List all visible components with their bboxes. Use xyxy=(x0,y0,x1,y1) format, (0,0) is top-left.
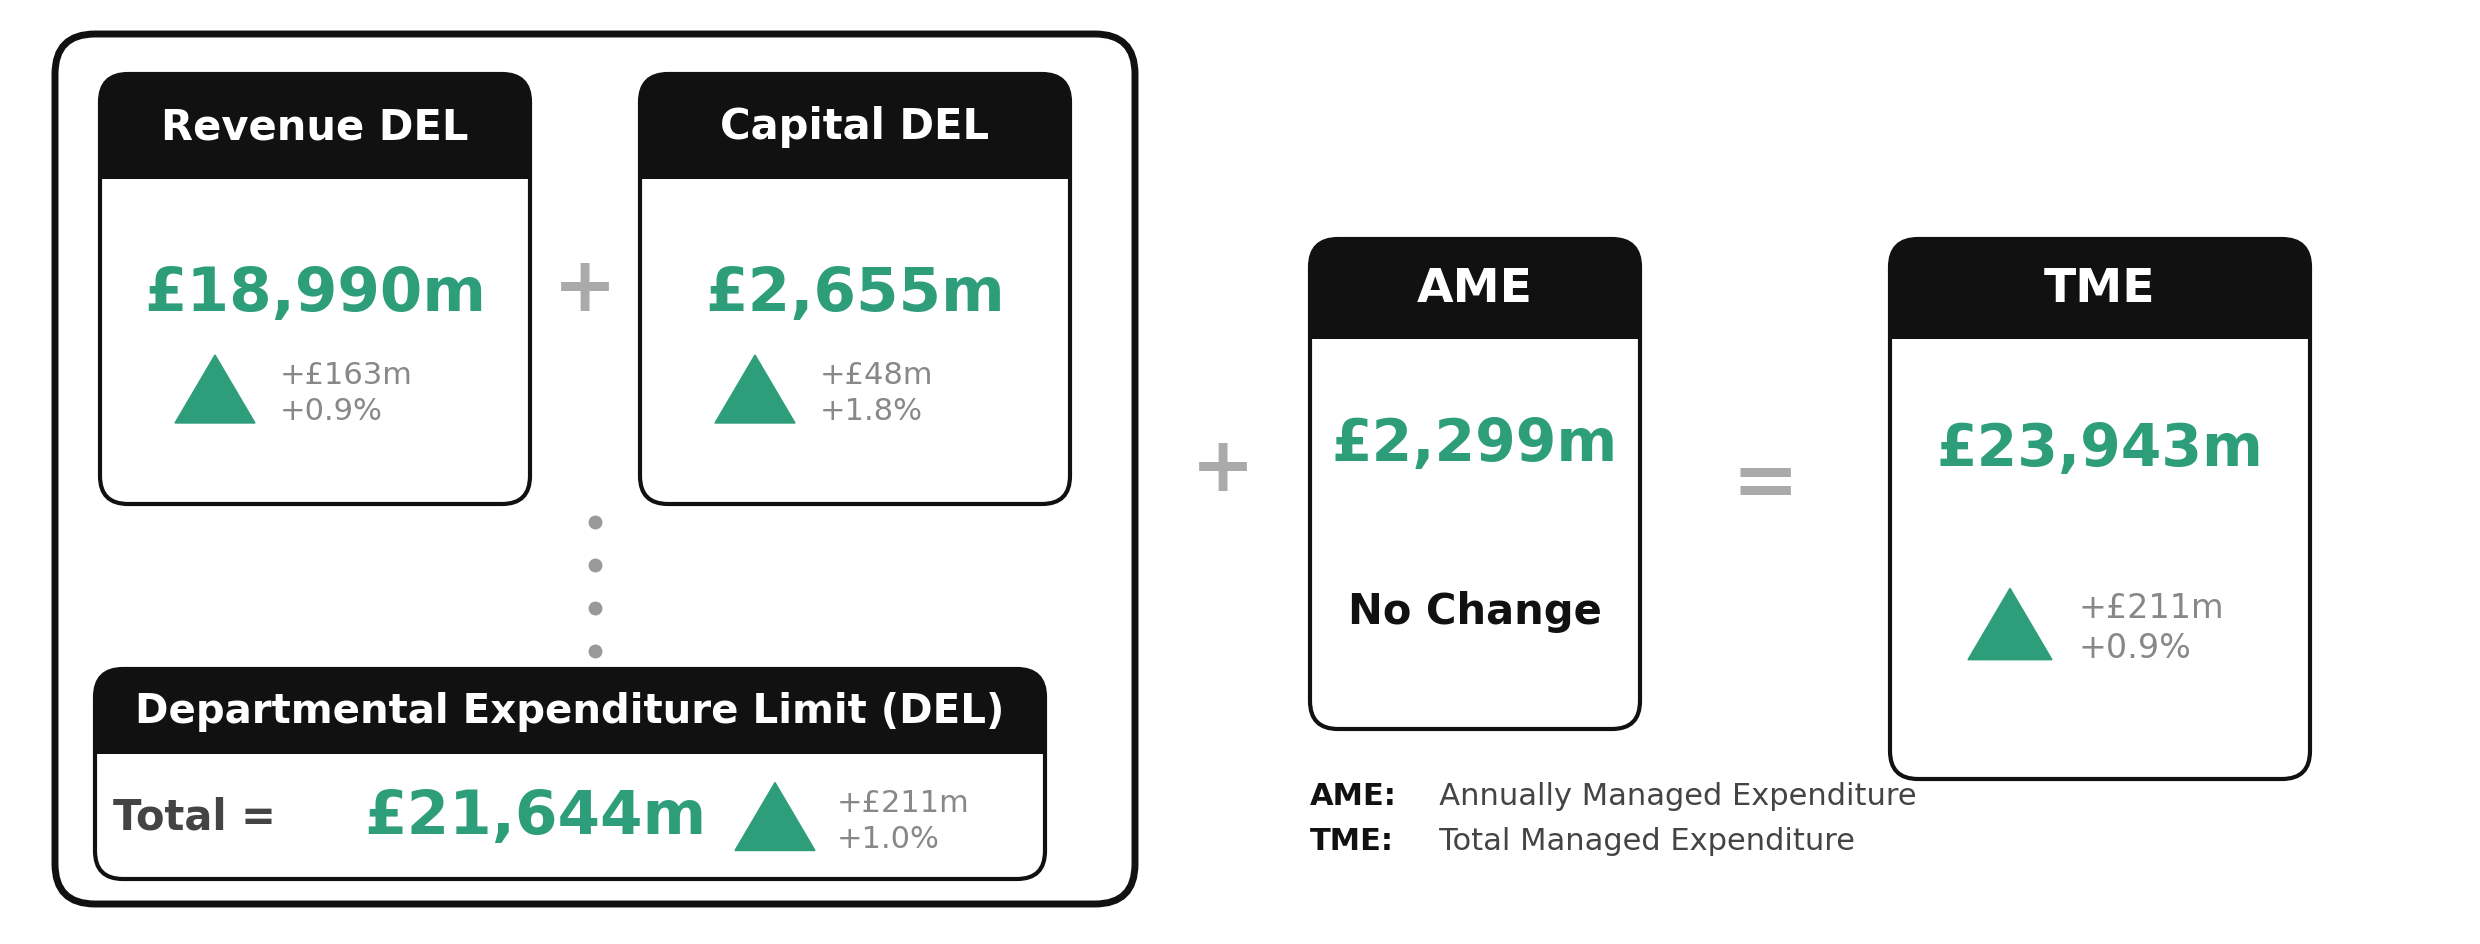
Text: TME:: TME: xyxy=(1309,827,1394,855)
FancyBboxPatch shape xyxy=(1309,240,1639,340)
Text: No Change: No Change xyxy=(1349,590,1602,632)
Text: +£48m: +£48m xyxy=(821,362,932,390)
Text: +0.9%: +0.9% xyxy=(2078,632,2190,665)
FancyBboxPatch shape xyxy=(99,75,531,504)
FancyBboxPatch shape xyxy=(640,75,1069,504)
Text: Annually Managed Expenditure: Annually Managed Expenditure xyxy=(1411,782,1917,811)
FancyBboxPatch shape xyxy=(94,669,1044,754)
Text: +0.9%: +0.9% xyxy=(280,397,382,426)
Text: Capital DEL: Capital DEL xyxy=(719,107,990,148)
Text: +: + xyxy=(553,253,618,327)
FancyBboxPatch shape xyxy=(99,75,531,179)
Text: Total =: Total = xyxy=(112,796,290,837)
FancyBboxPatch shape xyxy=(55,35,1136,904)
FancyBboxPatch shape xyxy=(94,669,1044,879)
Text: +: + xyxy=(1190,432,1255,507)
Bar xyxy=(1890,285,2309,340)
Text: +1.0%: +1.0% xyxy=(838,824,940,853)
FancyBboxPatch shape xyxy=(640,75,1069,179)
Text: Total Managed Expenditure: Total Managed Expenditure xyxy=(1411,827,1855,855)
Polygon shape xyxy=(714,356,796,424)
Text: +1.8%: +1.8% xyxy=(821,397,923,426)
Text: £21,644m: £21,644m xyxy=(365,787,707,846)
Text: +£163m: +£163m xyxy=(280,362,412,390)
Text: £23,943m: £23,943m xyxy=(1937,421,2264,478)
Text: AME:: AME: xyxy=(1309,782,1396,811)
Text: £18,990m: £18,990m xyxy=(144,265,486,324)
Polygon shape xyxy=(176,356,255,424)
Text: +£211m: +£211m xyxy=(2078,592,2225,625)
FancyBboxPatch shape xyxy=(1890,240,2309,340)
Bar xyxy=(640,122,1069,179)
Text: Departmental Expenditure Limit (DEL): Departmental Expenditure Limit (DEL) xyxy=(136,692,1004,732)
FancyBboxPatch shape xyxy=(1309,240,1639,729)
Text: AME: AME xyxy=(1416,267,1533,312)
Bar xyxy=(94,707,1044,754)
Text: TME: TME xyxy=(2044,267,2155,312)
Bar xyxy=(99,122,531,179)
Text: £2,655m: £2,655m xyxy=(704,265,1004,324)
Text: £2,299m: £2,299m xyxy=(1332,416,1617,473)
Polygon shape xyxy=(1969,589,2051,660)
Bar xyxy=(1309,285,1639,340)
FancyBboxPatch shape xyxy=(1890,240,2309,779)
Text: Revenue DEL: Revenue DEL xyxy=(161,107,469,148)
Text: +£211m: +£211m xyxy=(838,788,970,818)
Polygon shape xyxy=(734,783,816,851)
Text: =: = xyxy=(1731,446,1798,523)
